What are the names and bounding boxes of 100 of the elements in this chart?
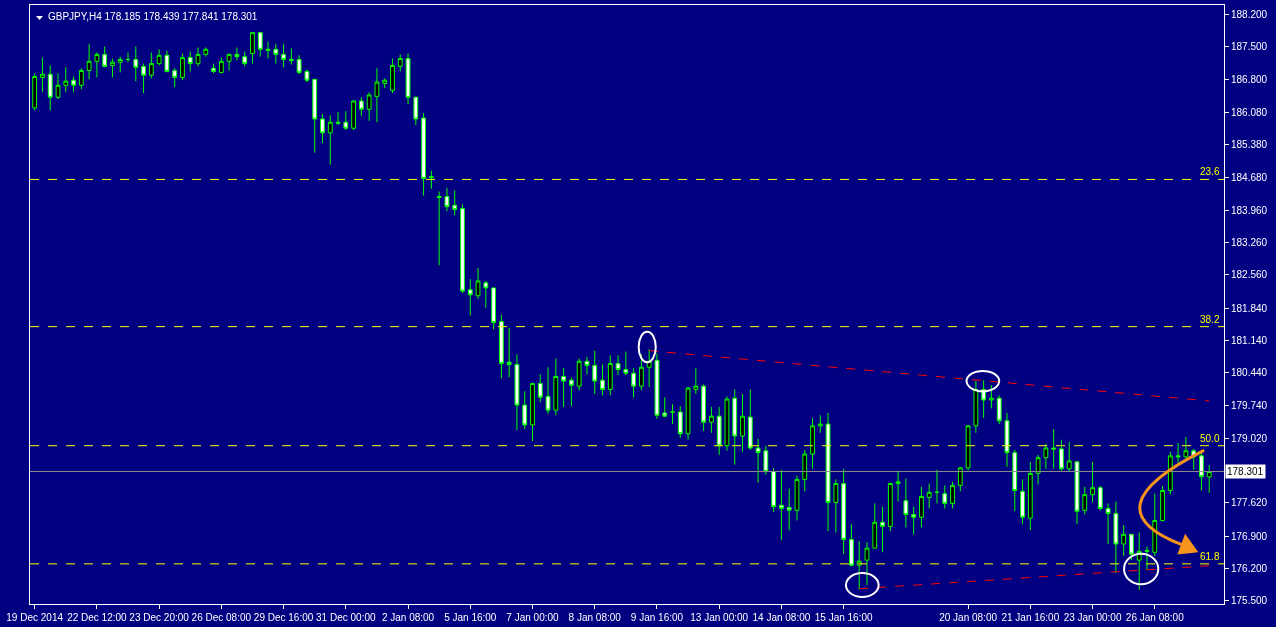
candlestick — [187, 51, 193, 72]
candlestick — [1144, 545, 1150, 571]
x-tick-label: 26 Dec 08:00 — [191, 612, 252, 623]
candlestick — [304, 69, 310, 83]
candlestick — [460, 203, 465, 294]
candlestick — [110, 58, 115, 78]
candlestick — [242, 51, 248, 67]
candlestick — [1199, 451, 1204, 491]
candlestick — [841, 468, 847, 555]
candlestick — [102, 46, 108, 68]
candlestick — [771, 467, 777, 513]
candlestick — [327, 114, 333, 166]
candlestick — [1183, 436, 1189, 462]
candlestick — [895, 470, 901, 503]
y-tick-label: 186.080 — [1231, 107, 1268, 119]
y-tick-label: 176.200 — [1231, 562, 1268, 574]
candlestick — [545, 366, 551, 415]
candlestick — [351, 99, 356, 131]
candlestick — [716, 406, 722, 456]
candlestick — [483, 280, 489, 309]
candlestick — [654, 352, 660, 420]
candlestick — [1206, 464, 1212, 494]
x-tick-label: 2 Jan 08:00 — [381, 612, 435, 623]
candlestick — [320, 113, 325, 144]
candlestick — [47, 64, 53, 111]
candlestick — [942, 484, 948, 509]
candlestick — [265, 40, 271, 60]
candlestick — [343, 110, 349, 131]
candlestick — [1051, 428, 1057, 470]
candlestick — [117, 56, 123, 73]
candlestick — [211, 63, 216, 74]
x-tick-label: 8 Jan 08:00 — [568, 612, 622, 623]
candlestick — [670, 403, 675, 425]
candlestick — [1043, 443, 1049, 470]
y-tick-label: 176.900 — [1231, 530, 1268, 542]
y-tick-label: 179.740 — [1231, 399, 1268, 411]
y-tick-label: 184.680 — [1231, 171, 1268, 183]
candlestick — [810, 417, 815, 470]
candlestick — [1012, 449, 1018, 512]
candlestick — [701, 383, 707, 432]
candlestick — [358, 96, 364, 117]
annotation: 61.8 — [1200, 551, 1220, 562]
x-tick-label: 20 Jan 08:00 — [939, 612, 998, 623]
candlestick — [436, 190, 442, 266]
candlestick — [514, 353, 520, 431]
candlestick — [71, 76, 76, 93]
candlestick — [63, 66, 69, 93]
candlestick — [631, 367, 637, 398]
candlestick — [40, 57, 45, 93]
annotation: 50.0 — [1200, 433, 1220, 444]
candlestick — [1090, 461, 1095, 503]
candlestick — [1105, 502, 1111, 545]
candlestick — [740, 393, 745, 453]
candlestick — [195, 46, 201, 67]
annotation: 38.2 — [1200, 314, 1220, 325]
ref-line-label: 178.301 — [1227, 466, 1264, 477]
candlestick — [802, 449, 808, 492]
candlestick — [755, 438, 761, 484]
candlestick — [724, 395, 730, 452]
candlestick — [1175, 442, 1181, 464]
candlestick — [452, 190, 458, 216]
candlestick — [180, 52, 185, 81]
candlestick — [561, 367, 567, 408]
candlestick — [592, 350, 598, 395]
candlestick — [273, 43, 279, 65]
candlestick — [133, 46, 139, 82]
candlestick — [78, 67, 84, 90]
y-tick-label: 181.840 — [1231, 302, 1268, 314]
candlestick — [950, 481, 955, 509]
candlestick — [677, 405, 683, 439]
x-tick-label: 23 Dec 20:00 — [129, 612, 190, 623]
candlestick — [1059, 439, 1064, 473]
x-tick-label: 23 Jan 00:00 — [1063, 612, 1122, 623]
x-tick-label: 9 Jan 16:00 — [630, 612, 684, 623]
candlestick — [444, 187, 450, 212]
x-tick-label: 31 Dec 00:00 — [316, 612, 376, 623]
candlestick — [615, 354, 621, 376]
candlestick — [1082, 486, 1088, 515]
candlestick — [1027, 461, 1033, 531]
text: GBPJPY,H4 178.185 178.439 177.841 178.301 — [48, 11, 258, 22]
candlestick — [405, 52, 411, 105]
candlestick — [141, 63, 146, 94]
candlestick — [1004, 412, 1010, 468]
y-tick-label: 177.620 — [1231, 497, 1268, 509]
candlestick — [203, 46, 209, 58]
candlestick — [55, 72, 61, 100]
candlestick — [148, 52, 154, 79]
x-tick-label: 15 Jan 16:00 — [814, 612, 873, 623]
y-tick-label: 180.440 — [1231, 367, 1268, 379]
candlestick — [467, 278, 473, 317]
candlestick — [506, 327, 512, 378]
x-tick-label: 13 Jan 00:00 — [690, 612, 749, 623]
candlestick — [779, 469, 784, 541]
candlestick — [584, 356, 590, 375]
candlestick — [156, 48, 162, 66]
candlestick — [1152, 493, 1158, 557]
candlestick — [849, 523, 854, 567]
candlestick — [1066, 441, 1072, 473]
x-tick-label: 29 Dec 16:00 — [253, 612, 314, 623]
annotation: 23.6 — [1200, 166, 1220, 177]
